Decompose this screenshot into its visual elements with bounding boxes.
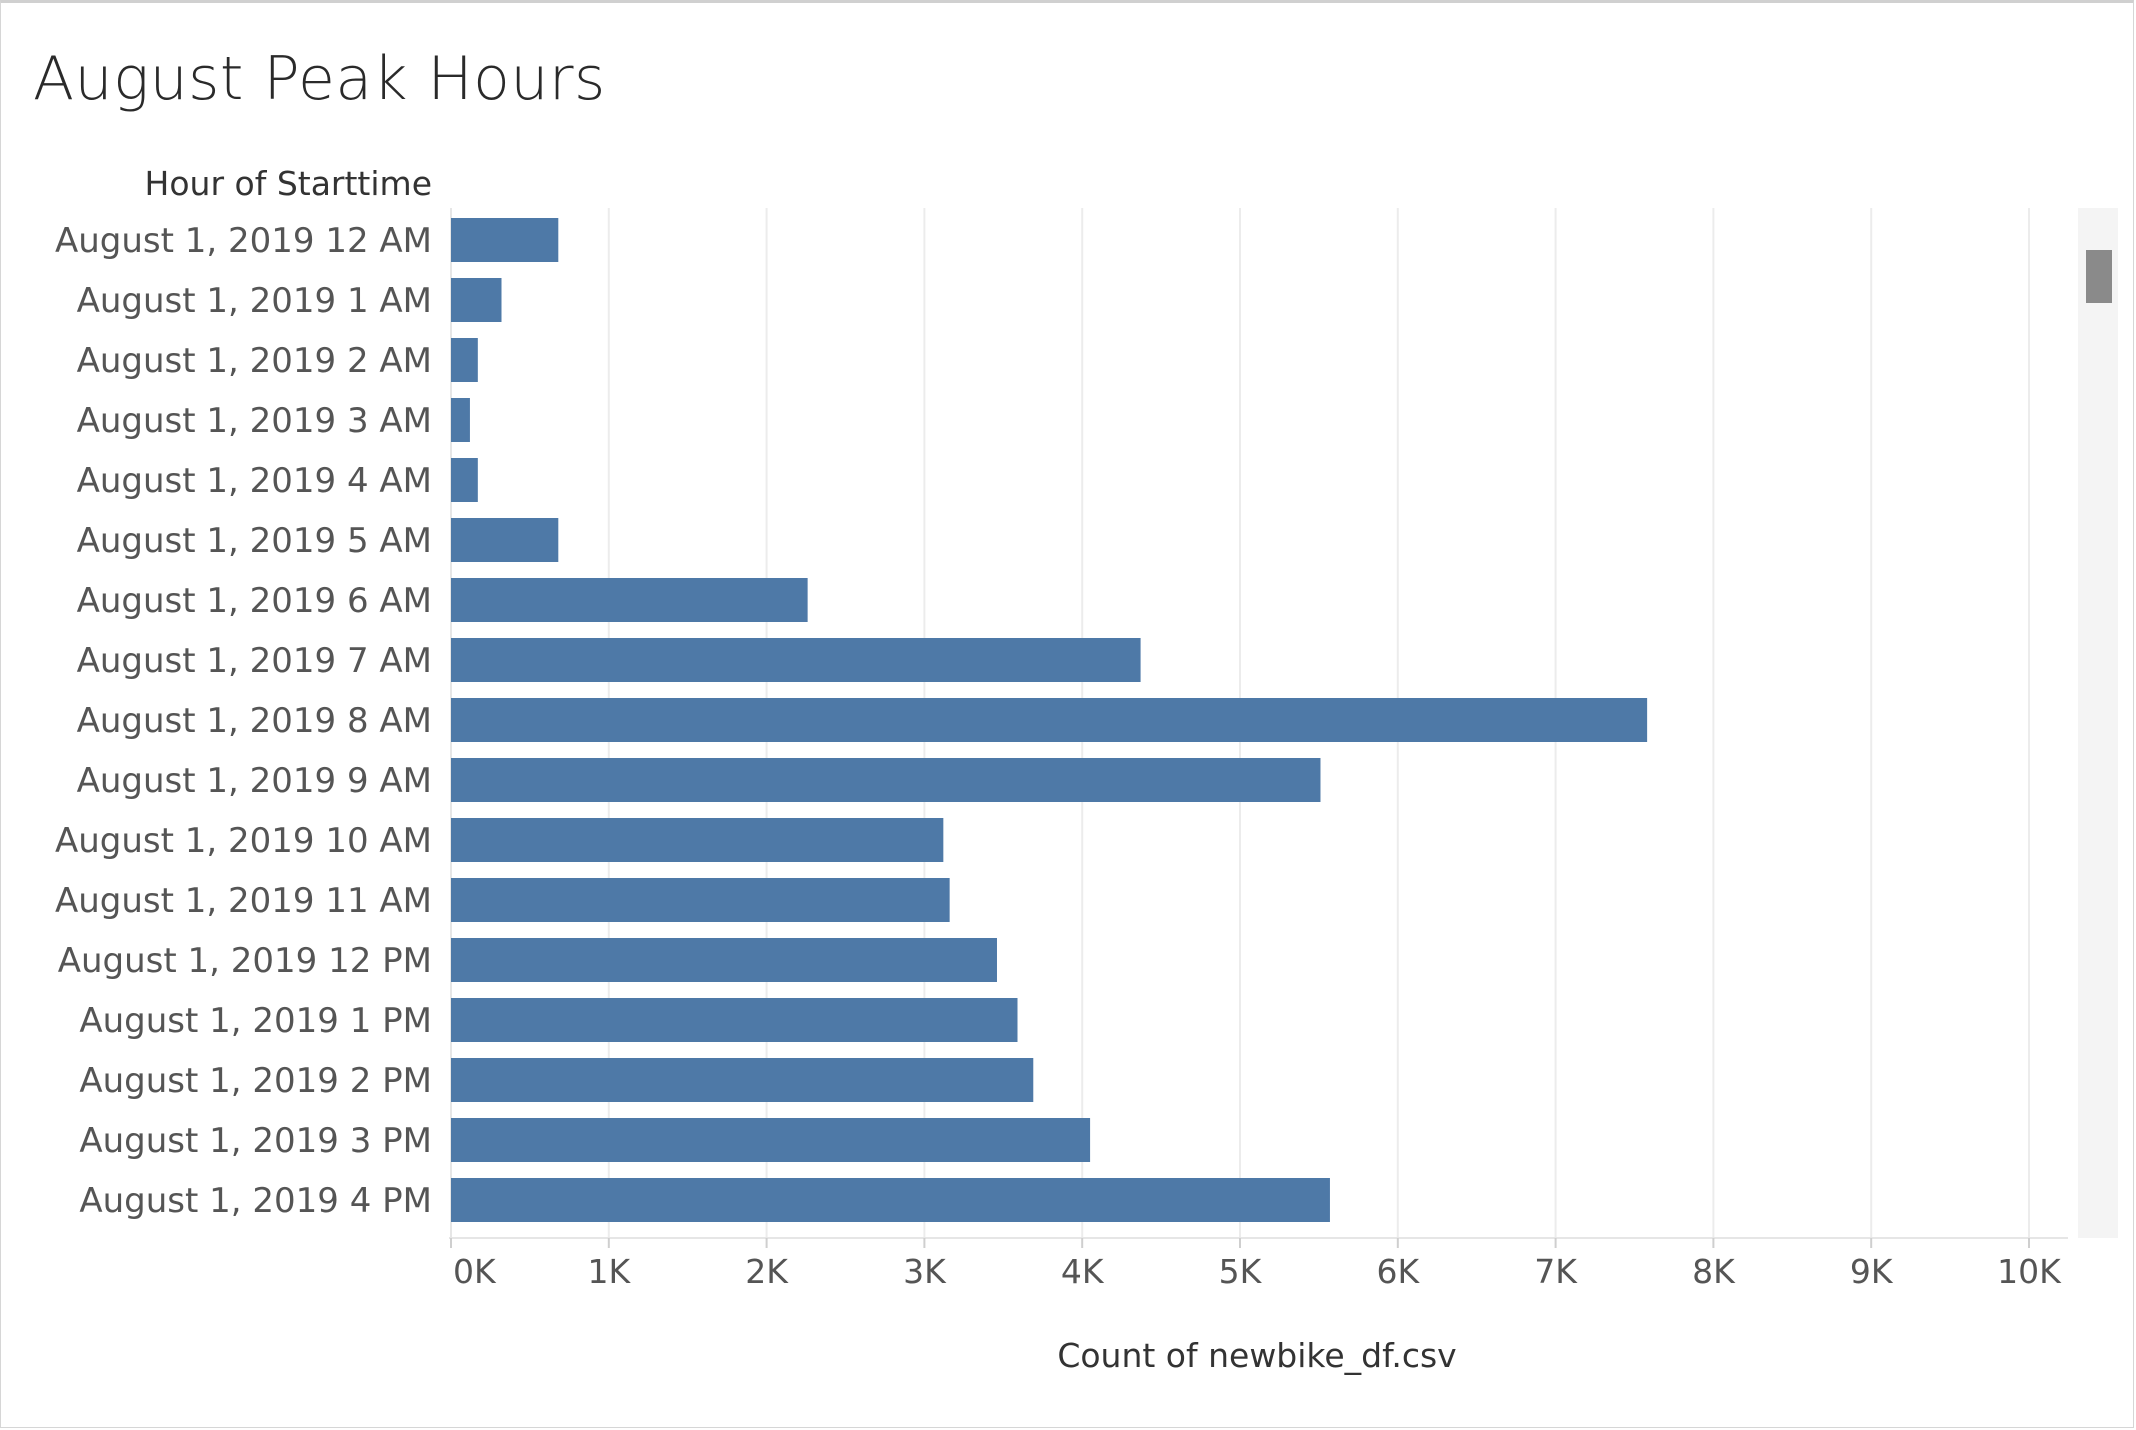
- bar: [451, 218, 559, 262]
- bar: [451, 458, 478, 502]
- bar: [451, 1178, 1330, 1222]
- bar: [451, 998, 1018, 1042]
- category-label: August 1, 2019 5 AM: [77, 521, 432, 561]
- x-axis-title: Count of newbike_df.csv: [1057, 1336, 1456, 1375]
- x-tick-label: 1K: [587, 1252, 631, 1291]
- x-tick-label: 6K: [1376, 1252, 1420, 1291]
- category-label: August 1, 2019 10 AM: [55, 821, 432, 861]
- category-label: August 1, 2019 11 AM: [55, 881, 432, 921]
- bar: [451, 338, 478, 382]
- scrollbar-track[interactable]: [2078, 208, 2118, 1238]
- x-tick-label: 8K: [1692, 1252, 1736, 1291]
- bar: [451, 638, 1141, 682]
- category-label: August 1, 2019 12 PM: [58, 941, 432, 981]
- bar: [451, 1058, 1034, 1102]
- bar: [451, 278, 502, 322]
- scrollbar-thumb[interactable]: [2086, 250, 2112, 303]
- category-label: August 1, 2019 7 AM: [77, 641, 432, 681]
- row-header: Hour of Starttime: [145, 164, 432, 203]
- bar: [451, 698, 1648, 742]
- category-label: August 1, 2019 1 AM: [77, 281, 432, 321]
- bar: [451, 1118, 1091, 1162]
- category-label: August 1, 2019 3 PM: [79, 1121, 432, 1161]
- x-tick-label: 7K: [1534, 1252, 1578, 1291]
- category-label: August 1, 2019 8 AM: [77, 701, 432, 741]
- x-tick-label: 5K: [1219, 1252, 1263, 1291]
- x-tick-label: 3K: [903, 1252, 947, 1291]
- bar: [451, 818, 944, 862]
- category-label: August 1, 2019 4 PM: [79, 1181, 432, 1221]
- x-tick-label: 0K: [453, 1252, 497, 1291]
- category-label: August 1, 2019 1 PM: [79, 1001, 432, 1041]
- category-label: August 1, 2019 12 AM: [55, 221, 432, 261]
- bar: [451, 578, 808, 622]
- x-tick-label: 2K: [745, 1252, 789, 1291]
- x-tick-label: 10K: [1997, 1252, 2062, 1291]
- category-label: August 1, 2019 2 PM: [79, 1061, 432, 1101]
- category-label: August 1, 2019 4 AM: [77, 461, 432, 501]
- x-tick-label: 9K: [1850, 1252, 1894, 1291]
- bar: [451, 758, 1321, 802]
- category-label: August 1, 2019 9 AM: [77, 761, 432, 801]
- bar: [451, 518, 559, 562]
- bar: [451, 878, 950, 922]
- category-label: August 1, 2019 3 AM: [77, 401, 432, 441]
- category-label: August 1, 2019 2 AM: [77, 341, 432, 381]
- bar: [451, 938, 997, 982]
- x-tick-label: 4K: [1061, 1252, 1105, 1291]
- chart-title: August Peak Hours: [33, 44, 606, 114]
- bar: [451, 398, 470, 442]
- category-label: August 1, 2019 6 AM: [77, 581, 432, 621]
